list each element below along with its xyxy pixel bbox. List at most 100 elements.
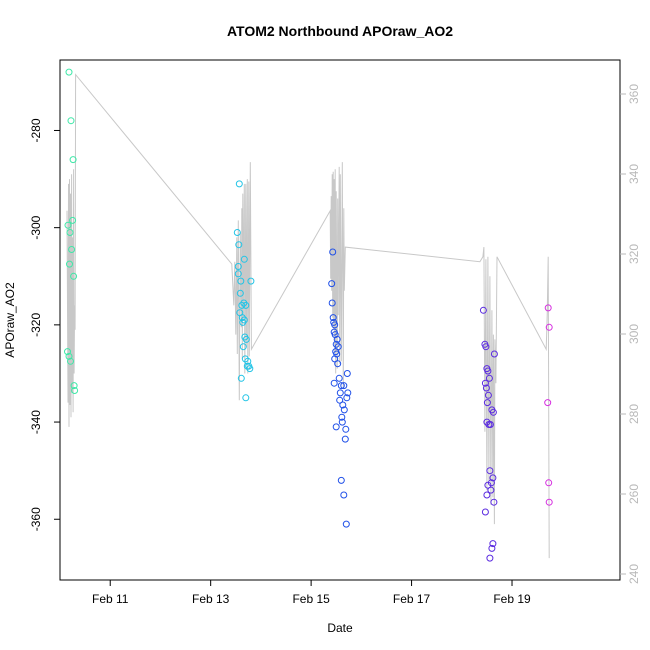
data-point: [240, 255, 248, 263]
y-axis-label: APOraw_AO2: [3, 282, 17, 358]
data-point: [64, 221, 72, 229]
data-point: [68, 246, 76, 253]
data-point: [67, 357, 74, 365]
data-point: [489, 408, 497, 416]
x-tick-label: Feb 19: [493, 592, 531, 606]
series-line: [66, 73, 550, 559]
data-point: [487, 479, 495, 487]
data-point: [489, 540, 497, 548]
data-point: [234, 270, 242, 278]
data-point: [66, 229, 74, 236]
x-axis: Feb 11 Feb 13 Feb 15 Feb 17 Feb 19: [92, 580, 531, 606]
x-tick-label: Feb 17: [393, 592, 431, 606]
data-point: [338, 413, 346, 421]
data-point: [237, 277, 245, 285]
x-tick-label: Feb 13: [192, 592, 230, 606]
data-point: [67, 117, 75, 125]
y2-tick-label: 340: [627, 164, 641, 184]
data-point: [70, 272, 78, 280]
data-point: [481, 508, 489, 516]
y-axis: -280 -300 -320 -340 -360: [29, 118, 60, 531]
data-point: [242, 301, 250, 309]
data-point: [486, 467, 494, 475]
data-point: [329, 314, 337, 322]
y2-tick-label: 300: [627, 324, 641, 344]
data-point: [236, 289, 244, 297]
data-point: [483, 491, 491, 499]
data-point: [328, 280, 336, 288]
data-point: [336, 389, 344, 397]
data-point: [239, 318, 247, 326]
data-point: [336, 396, 344, 404]
data-point: [337, 476, 345, 484]
y-tick-label: -360: [29, 507, 43, 531]
data-point: [65, 68, 73, 76]
data-point: [337, 382, 345, 390]
y-tick-label: -340: [29, 410, 43, 434]
y2-tick-label: 260: [627, 484, 641, 504]
data-point: [244, 357, 252, 365]
data-point: [482, 384, 490, 392]
data-point: [234, 263, 242, 270]
data-point: [482, 343, 490, 351]
data-point: [246, 365, 254, 373]
data-point: [238, 301, 246, 309]
data-point: [342, 425, 350, 433]
data-point: [242, 335, 250, 343]
data-point: [335, 374, 343, 382]
data-point: [235, 180, 243, 188]
data-point: [484, 391, 492, 399]
data-point: [237, 374, 245, 382]
data-point: [66, 260, 73, 268]
data-point: [544, 399, 552, 407]
plot-frame: [59, 59, 621, 581]
data-point: [484, 481, 492, 489]
data-point: [340, 491, 348, 499]
data-point: [342, 520, 350, 528]
y-tick-label: -280: [29, 118, 43, 142]
data-point: [235, 241, 243, 249]
data-point: [486, 554, 494, 562]
data-point: [65, 352, 73, 360]
data-point: [69, 216, 77, 224]
data-point: [545, 479, 553, 487]
data-point: [545, 323, 553, 331]
x-axis-label: Date: [327, 621, 353, 635]
y2-tick-label: 360: [627, 84, 641, 104]
data-point: [334, 360, 342, 368]
data-point: [247, 277, 255, 285]
data-point: [331, 321, 339, 329]
data-point: [489, 474, 497, 482]
points-layer: [64, 68, 553, 562]
data-point: [484, 367, 492, 375]
data-point: [490, 498, 498, 506]
data-point: [330, 379, 338, 387]
y2-tick-label: 240: [627, 564, 641, 584]
data-point: [333, 335, 341, 343]
data-point: [479, 306, 487, 314]
x-tick-label: Feb 15: [292, 592, 330, 606]
data-point: [340, 382, 348, 390]
data-point: [483, 399, 491, 407]
data-point: [233, 229, 241, 236]
data-point: [341, 435, 349, 443]
data-point: [343, 394, 351, 402]
data-point: [242, 394, 250, 402]
data-point: [488, 544, 496, 552]
y2-tick-label: 320: [627, 244, 641, 264]
y2-axis: 240 260 280 300 320 340 360: [620, 84, 641, 584]
data-point: [340, 406, 348, 414]
data-point: [328, 299, 336, 307]
data-point: [64, 348, 71, 356]
data-point: [332, 423, 340, 431]
data-point: [70, 382, 78, 390]
data-point: [339, 401, 347, 409]
data-point: [545, 498, 553, 506]
y-tick-label: -320: [29, 313, 43, 337]
data-point: [71, 387, 79, 394]
data-point: [490, 350, 498, 358]
data-point: [338, 418, 346, 426]
data-point: [239, 343, 247, 351]
y2-tick-label: 280: [627, 404, 641, 424]
